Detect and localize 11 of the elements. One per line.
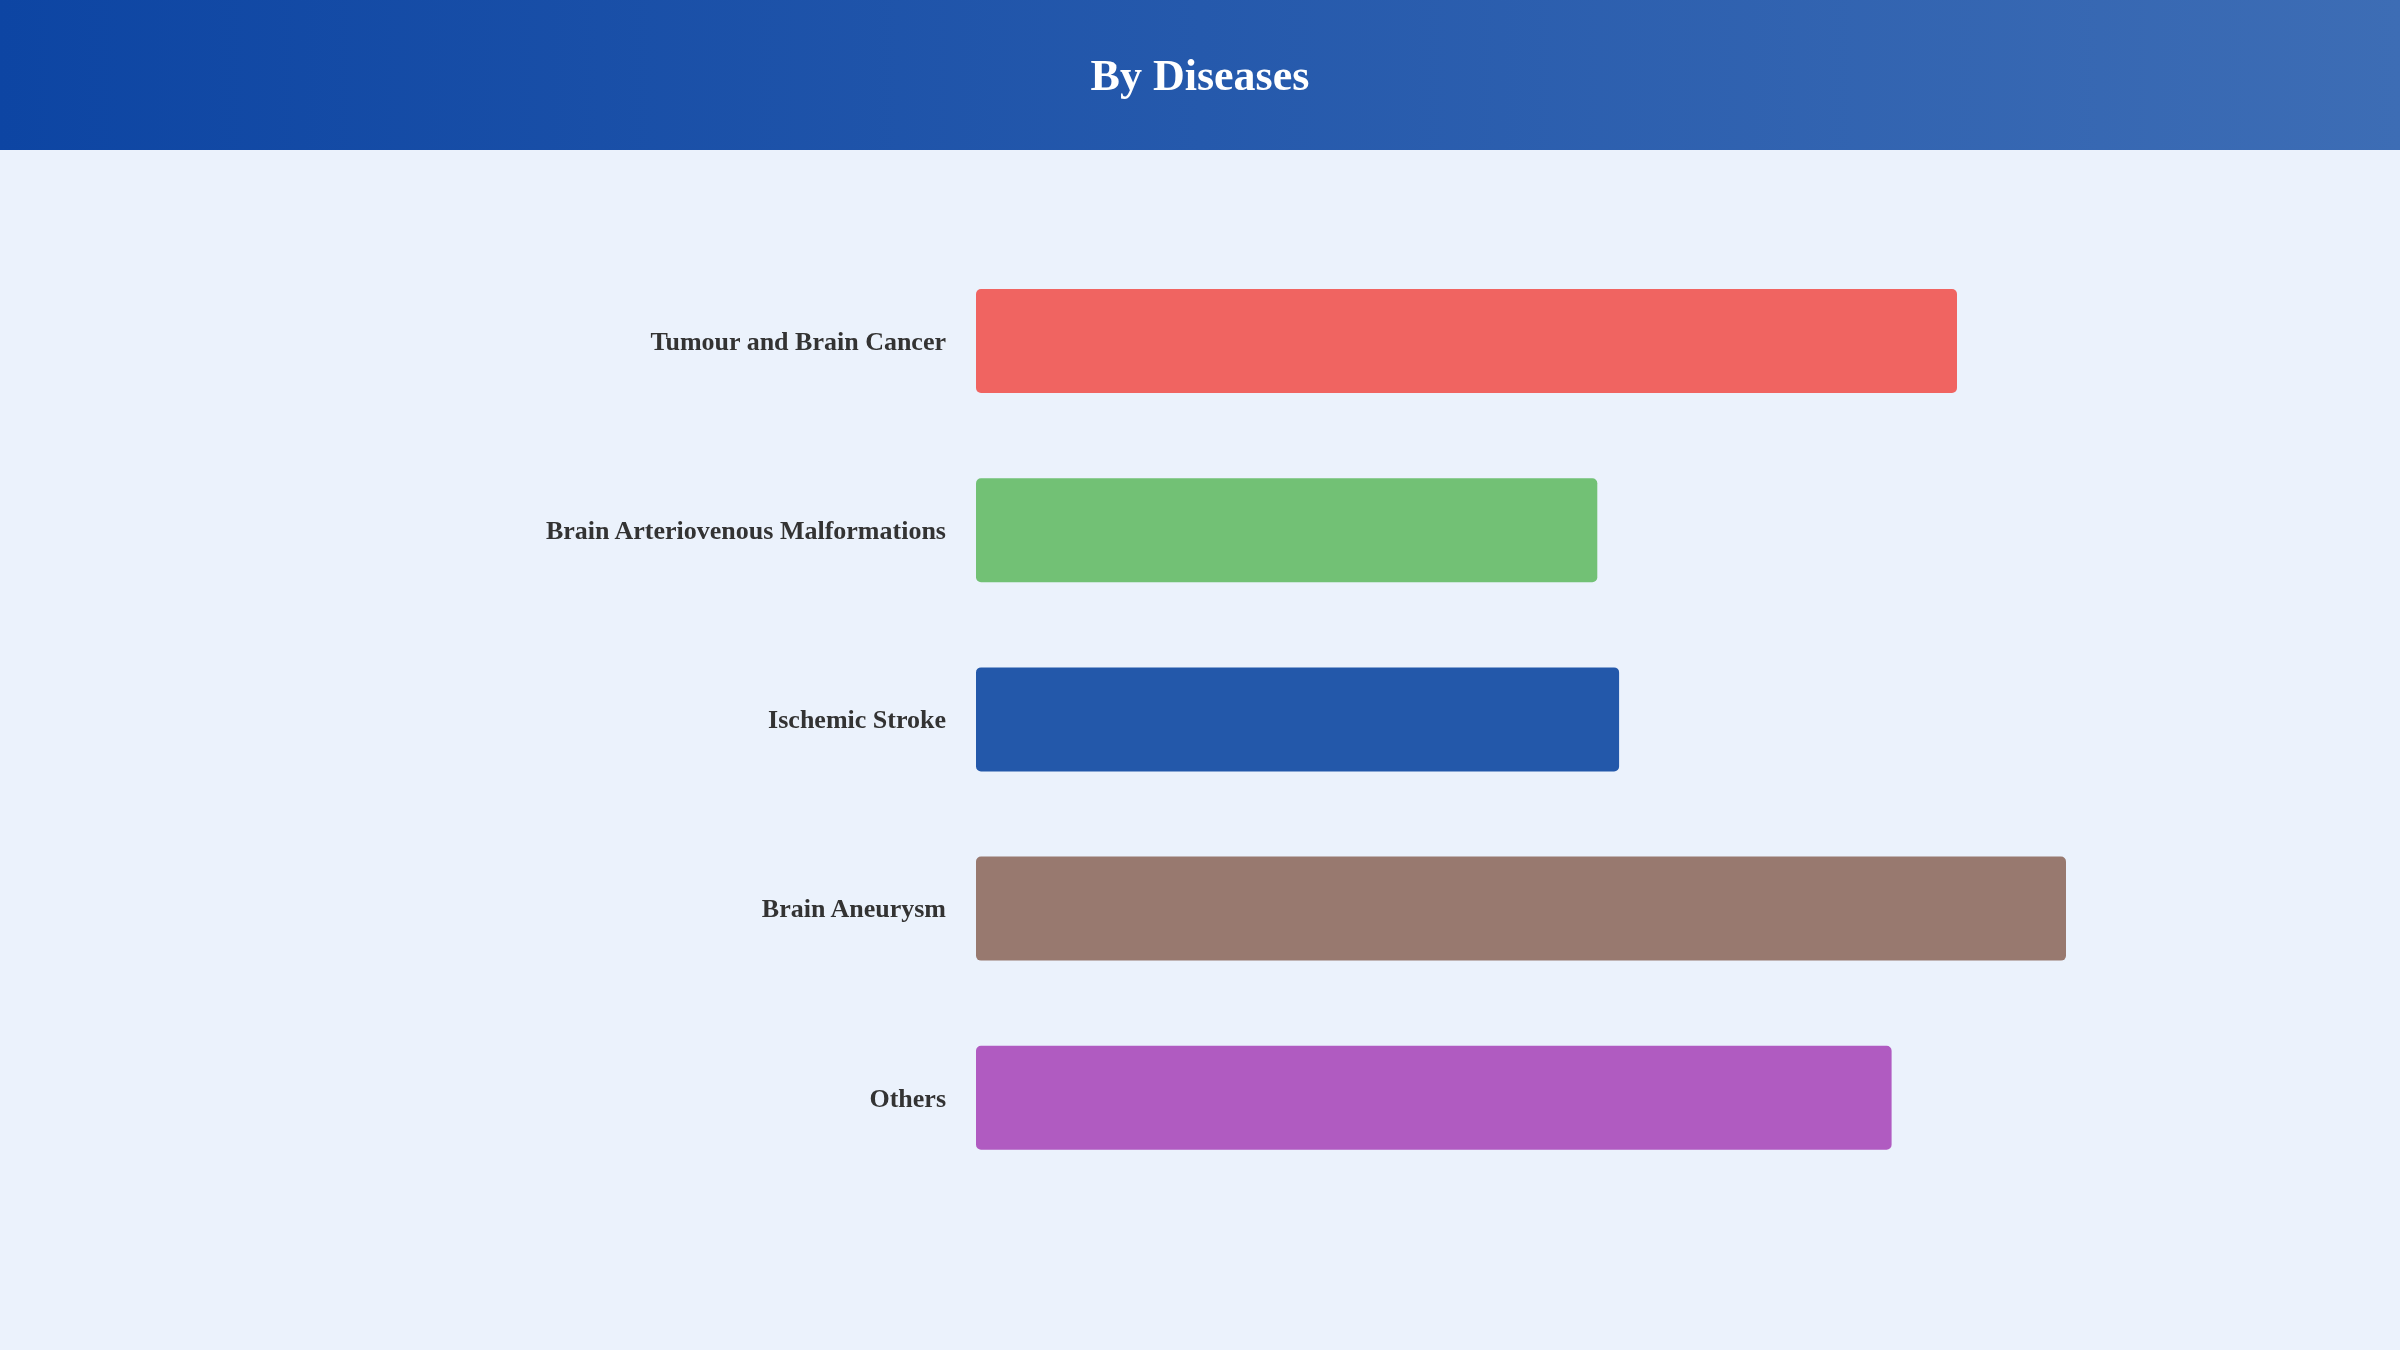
y-tick-label: Brain Aneurysm [761,894,947,924]
chart-title: By Diseases [1090,49,1310,101]
bar [976,856,2066,961]
y-tick-label: Ischemic Stroke [768,705,946,735]
y-tick-label: Brain Arteriovenous Malformations [545,516,946,546]
bar [976,667,1620,772]
bar [976,478,1598,583]
bar [976,1045,1892,1150]
y-tick-label: Tumour and Brain Cancer [650,326,946,356]
bar [976,289,1957,393]
y-tick-label: Others [869,1083,946,1113]
